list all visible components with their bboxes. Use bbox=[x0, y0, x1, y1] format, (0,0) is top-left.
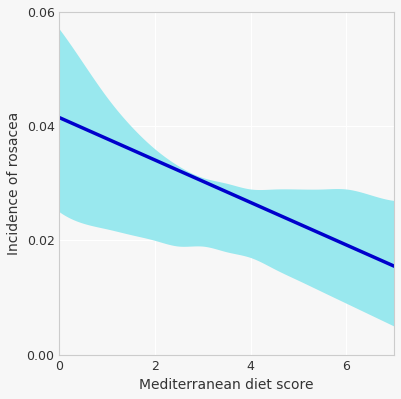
Y-axis label: Incidence of rosacea: Incidence of rosacea bbox=[7, 112, 21, 255]
X-axis label: Mediterranean diet score: Mediterranean diet score bbox=[140, 378, 314, 392]
